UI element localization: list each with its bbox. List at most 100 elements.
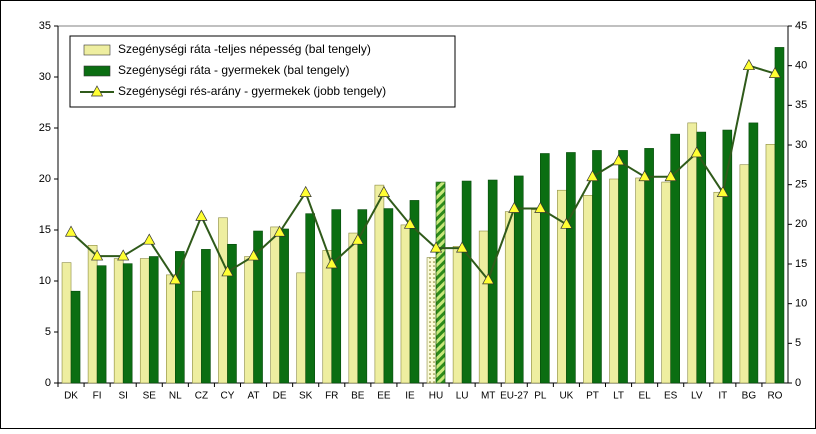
bar [192,290,202,384]
y2-tick-label: 25 [795,179,807,191]
bar [661,181,671,384]
bar [96,265,107,384]
y-tick-label: 15 [39,224,51,236]
marker [508,201,521,213]
y2-tick-label: 30 [795,139,807,151]
bar [331,209,342,384]
bar [452,246,463,384]
marker [768,66,782,78]
bar [713,191,724,384]
bar [592,150,602,384]
bar [461,180,472,384]
y-tick-label: 30 [39,71,51,83]
marker [195,209,208,221]
x-tick-label: FI [93,391,102,402]
bar [322,250,333,384]
bar [618,150,628,384]
bar [478,230,489,384]
bar [531,209,541,384]
marker [64,225,78,237]
legend-label: Szegénységi rés-arány - gyermekek (jobb … [118,84,386,98]
x-tick-label: LT [613,391,624,402]
y2-tick-label: 10 [795,298,807,310]
bar [357,209,368,384]
bar [166,274,176,384]
marker [403,217,417,229]
x-tick-label: CY [221,391,235,402]
marker [247,249,260,261]
bar [201,249,211,384]
marker [482,273,495,285]
x-tick-label: UK [559,391,573,402]
marker [664,170,677,182]
bar [113,258,124,384]
bar [305,213,315,384]
x-tick-label: PL [534,391,547,402]
y2-tick-label: 20 [795,218,807,230]
y2-tick-label: 35 [795,99,807,111]
x-tick-label: PT [586,391,599,402]
bar [609,178,619,384]
bar [426,257,437,384]
y-tick-label: 25 [39,122,51,134]
x-tick-label: CZ [195,391,208,402]
bar [400,224,411,384]
bar [687,122,698,384]
bar [122,263,133,384]
bar [61,262,72,384]
x-tick-label: SK [299,391,313,402]
x-tick-label: BG [742,391,757,402]
x-tick-label: EE [377,391,391,402]
marker [638,170,651,182]
y-tick-label: 35 [39,20,51,32]
x-tick-label: EU-27 [500,391,529,402]
marker [612,154,625,166]
x-tick-label: HU [429,391,443,402]
y2-tick-label: 5 [795,337,801,349]
marker [143,233,156,245]
bar [253,230,263,384]
legend-label: Szegénységi ráta - gyermekek (bal tengel… [118,63,349,77]
bar [696,131,707,384]
marker [586,170,599,182]
bar [644,148,654,384]
bar [296,272,306,384]
bar [504,211,515,384]
bar [540,153,550,384]
marker [91,249,104,261]
y-tick-label: 5 [45,326,51,338]
bar [244,256,254,384]
marker [377,185,390,197]
x-tick-label: LV [691,391,703,402]
marker [716,185,729,197]
marker [169,273,182,285]
marker [221,265,234,277]
marker [429,241,443,253]
bar [139,258,150,384]
bar [635,177,645,384]
x-tick-label: IT [718,391,727,402]
y-tick-label: 10 [39,275,51,287]
y-tick-label: 20 [39,173,51,185]
bar [774,47,785,384]
bar [175,251,185,384]
bar [409,200,420,384]
bar [513,175,524,384]
bar [765,144,776,384]
bar [670,133,680,384]
y2-tick-label: 45 [795,20,807,32]
legend-label: Szegénységi ráta -teljes népesség (bal t… [118,42,371,56]
bar [722,129,733,384]
bar [218,217,228,384]
bar [87,245,98,384]
marker [325,257,338,269]
marker [273,225,286,237]
x-tick-label: MT [481,391,495,402]
x-tick-label: SI [118,391,127,402]
marker [560,217,573,229]
legend-marker [90,85,104,97]
legend-swatch [83,65,111,77]
bar [748,122,759,384]
bar [70,290,81,384]
